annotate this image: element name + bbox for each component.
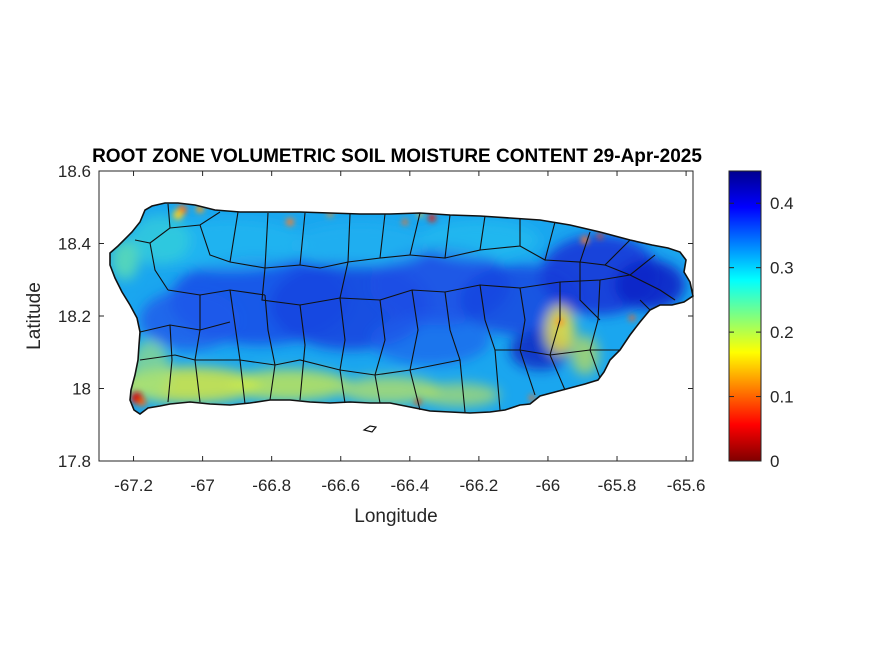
municipality-boundary [139, 354, 461, 376]
moisture-speckle [173, 210, 183, 220]
x-tick-label: -65.8 [598, 476, 637, 495]
colorbar-tick-label: 0.3 [770, 259, 794, 278]
moisture-speckle [597, 233, 603, 239]
soil-moisture-field [110, 203, 693, 414]
municipality-boundary [199, 224, 231, 263]
map-plot-area [109, 202, 694, 433]
moisture-patch [140, 290, 240, 350]
y-tick-label: 18.6 [58, 162, 91, 181]
municipality-boundary [149, 242, 169, 291]
moisture-patch [340, 376, 440, 404]
colorbar-tick-label: 0.4 [770, 194, 794, 213]
colorbar-tick-label: 0 [770, 452, 779, 471]
x-axis-ticks: -67.2 -67 -66.8 -66.6 -66.4 -66.2 -66 -65.8 -65.… [114, 171, 705, 495]
x-tick-label: -66.2 [460, 476, 499, 495]
municipality-boundary [479, 284, 501, 411]
x-tick-label: -65.6 [667, 476, 706, 495]
municipality-boundary [589, 279, 601, 379]
moisture-speckle [529, 395, 535, 401]
municipality-boundary [579, 262, 601, 321]
caja-de-muertos-island [362, 425, 378, 433]
municipality-boundary [194, 295, 201, 403]
x-tick-label: -66.8 [252, 476, 291, 495]
municipality-boundary [167, 324, 173, 403]
municipality-boundary [519, 287, 536, 396]
moisture-patch [420, 220, 540, 260]
colorbar-ticks: 0 0.1 0.2 0.3 0.4 [729, 194, 794, 471]
moisture-speckle [428, 214, 436, 222]
map-title: ROOT ZONE VOLUMETRIC SOIL MOISTURE CONTE… [92, 146, 702, 167]
x-axis-label: Longitude [354, 506, 437, 527]
moisture-speckle [138, 398, 146, 406]
municipality-boundary [229, 289, 246, 405]
y-tick-label: 18 [72, 380, 91, 399]
y-tick-label: 17.8 [58, 452, 91, 471]
colorbar-tick-label: 0.2 [770, 323, 794, 342]
island-coastline [109, 202, 694, 415]
municipality-boundary [629, 274, 676, 301]
municipality-boundary [495, 349, 620, 356]
moisture-patch [545, 305, 575, 355]
municipality-boundary [134, 203, 171, 244]
y-axis-label: Latitude [24, 282, 45, 350]
y-tick-label: 18.4 [58, 235, 91, 254]
moisture-speckle [402, 219, 408, 225]
moisture-patch [150, 220, 310, 270]
x-tick-label: -66.4 [390, 476, 429, 495]
municipality-boundary [139, 321, 231, 333]
municipality-boundary [264, 294, 276, 401]
municipality-boundary [409, 289, 421, 411]
municipality-boundary [299, 304, 306, 401]
y-axis-ticks: 17.8 18 18.2 18.4 18.6 [58, 162, 693, 471]
municipality-boundary [339, 261, 349, 299]
municipality-boundary [261, 267, 341, 306]
municipality-boundary [229, 211, 239, 263]
municipality-boundary [549, 282, 566, 391]
moisture-speckle [629, 315, 635, 321]
x-tick-label: -66 [536, 476, 561, 495]
moisture-speckle [286, 218, 294, 226]
x-tick-label: -67 [190, 476, 215, 495]
moisture-patch [230, 369, 350, 401]
municipality-boundary [444, 291, 466, 413]
municipality-boundary [374, 299, 386, 404]
moisture-patch [130, 340, 170, 400]
municipality-boundary [639, 299, 651, 311]
y-tick-label: 18.2 [58, 307, 91, 326]
moisture-patch [111, 240, 139, 280]
moisture-patch [420, 383, 500, 407]
moisture-patch [571, 335, 599, 375]
colorbar-tick-label: 0.1 [770, 388, 794, 407]
municipality-boundaries [134, 203, 676, 413]
x-tick-label: -66.6 [321, 476, 360, 495]
x-tick-label: -67.2 [114, 476, 153, 495]
moisture-patch [370, 315, 490, 365]
municipality-boundary [339, 297, 346, 404]
municipality-boundary [167, 289, 266, 296]
municipality-boundary [299, 213, 351, 269]
colorbar [728, 170, 762, 462]
